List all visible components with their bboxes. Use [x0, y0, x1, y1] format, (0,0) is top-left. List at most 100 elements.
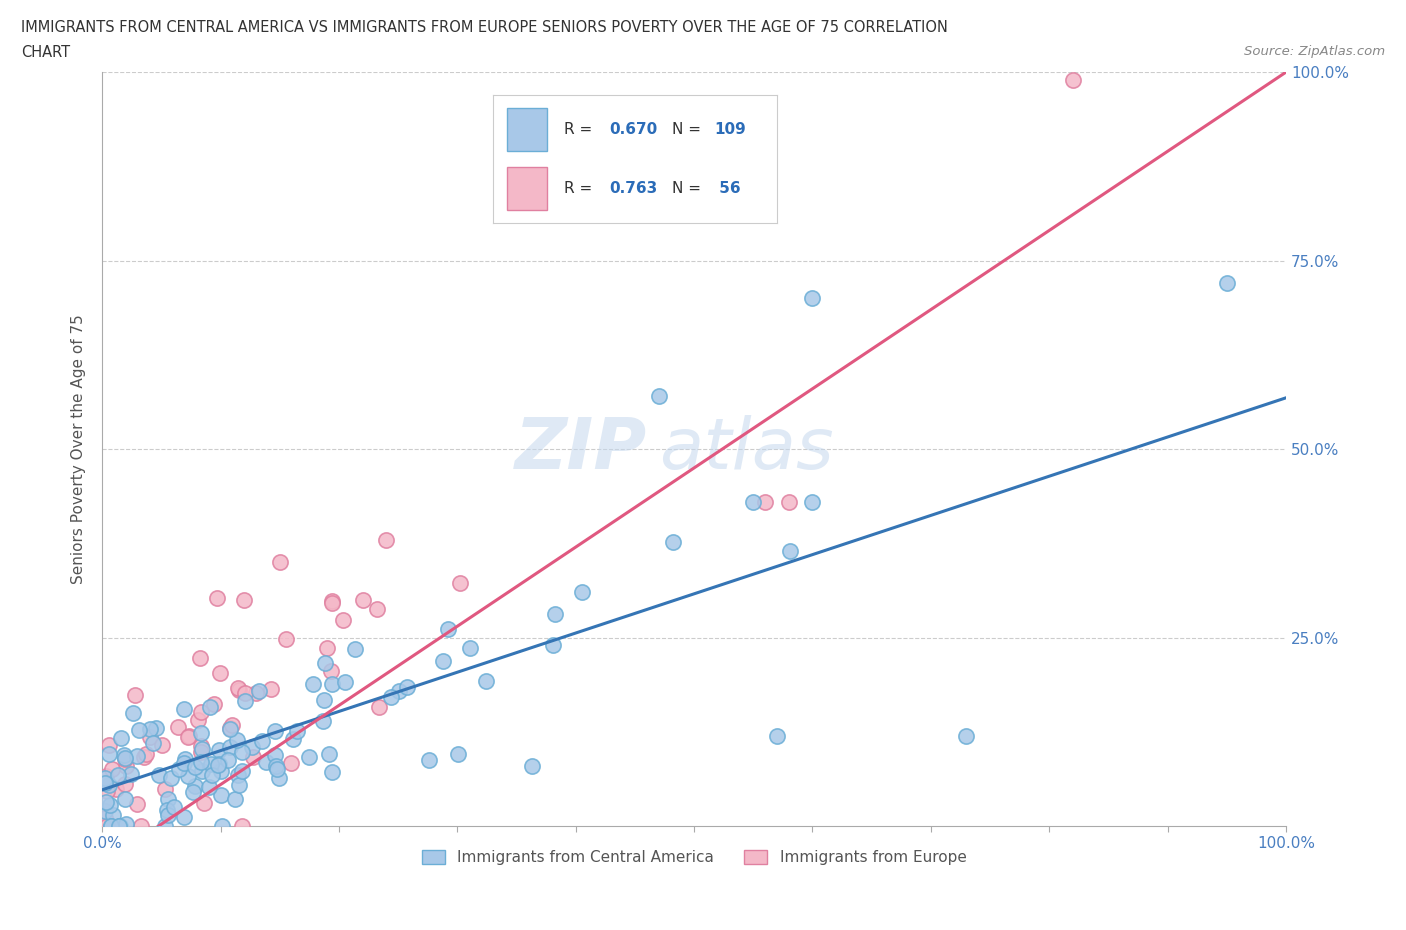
- Point: [98, 798, 121, 813]
- Point: [231, 818, 253, 833]
- Text: atlas: atlas: [658, 415, 834, 484]
- Point: [148, 767, 170, 782]
- Point: [380, 689, 402, 704]
- Point: [200, 757, 222, 772]
- Point: [269, 770, 291, 785]
- Point: [245, 685, 267, 700]
- Point: [177, 729, 200, 744]
- Point: [219, 722, 242, 737]
- Point: [333, 675, 356, 690]
- Point: [544, 606, 567, 621]
- Point: [231, 764, 253, 778]
- Point: [541, 637, 564, 652]
- Point: [127, 749, 149, 764]
- Point: [205, 591, 228, 605]
- Point: [375, 532, 398, 547]
- Point: [316, 641, 339, 656]
- Point: [139, 729, 162, 744]
- Point: [110, 818, 132, 833]
- Point: [211, 818, 233, 833]
- Point: [221, 718, 243, 733]
- Point: [115, 758, 138, 773]
- Point: [250, 734, 273, 749]
- Point: [754, 495, 776, 510]
- Point: [458, 640, 481, 655]
- Point: [228, 777, 250, 792]
- Point: [219, 740, 242, 755]
- Point: [176, 729, 198, 744]
- Text: CHART: CHART: [21, 45, 70, 60]
- Point: [94, 768, 117, 783]
- Point: [298, 750, 321, 764]
- Point: [447, 747, 470, 762]
- Point: [167, 762, 190, 777]
- Point: [190, 705, 212, 720]
- Point: [321, 676, 343, 691]
- Point: [208, 665, 231, 680]
- Point: [233, 694, 256, 709]
- Point: [269, 554, 291, 569]
- Point: [129, 818, 152, 833]
- Point: [662, 535, 685, 550]
- Point: [181, 784, 204, 799]
- Point: [231, 745, 253, 760]
- Point: [103, 807, 125, 822]
- Text: Source: ZipAtlas.com: Source: ZipAtlas.com: [1244, 45, 1385, 58]
- Point: [187, 712, 209, 727]
- Point: [388, 684, 411, 698]
- Point: [647, 389, 669, 404]
- Point: [321, 596, 343, 611]
- Point: [122, 706, 145, 721]
- Point: [264, 759, 287, 774]
- Point: [104, 782, 127, 797]
- Point: [93, 771, 115, 786]
- Point: [97, 746, 120, 761]
- Point: [211, 788, 233, 803]
- Point: [134, 747, 156, 762]
- Point: [139, 722, 162, 737]
- Y-axis label: Seniors Poverty Over the Age of 75: Seniors Poverty Over the Age of 75: [72, 314, 86, 584]
- Point: [449, 576, 471, 591]
- Point: [100, 818, 122, 833]
- Text: IMMIGRANTS FROM CENTRAL AMERICA VS IMMIGRANTS FROM EUROPE SENIORS POVERTY OVER T: IMMIGRANTS FROM CENTRAL AMERICA VS IMMIG…: [21, 20, 948, 35]
- Point: [395, 680, 418, 695]
- Point: [226, 681, 249, 696]
- Point: [801, 495, 824, 510]
- Point: [228, 683, 250, 698]
- Point: [132, 750, 155, 764]
- Legend: Immigrants from Central America, Immigrants from Europe: Immigrants from Central America, Immigra…: [416, 844, 973, 871]
- Point: [254, 754, 277, 769]
- Point: [742, 495, 765, 510]
- Point: [208, 756, 231, 771]
- Point: [110, 731, 132, 746]
- Point: [259, 681, 281, 696]
- Point: [114, 752, 136, 767]
- Point: [184, 760, 207, 775]
- Point: [224, 791, 246, 806]
- Text: ZIP: ZIP: [515, 415, 647, 484]
- Point: [318, 747, 340, 762]
- Point: [264, 724, 287, 738]
- Point: [127, 796, 149, 811]
- Point: [343, 641, 366, 656]
- Point: [188, 650, 211, 665]
- Point: [520, 758, 543, 773]
- Point: [266, 761, 288, 776]
- Point: [264, 747, 287, 762]
- Point: [128, 723, 150, 737]
- Point: [242, 750, 264, 764]
- Point: [218, 721, 240, 736]
- Point: [321, 593, 343, 608]
- Point: [94, 810, 117, 825]
- Point: [332, 613, 354, 628]
- Point: [240, 739, 263, 754]
- Point: [114, 777, 136, 791]
- Point: [209, 764, 232, 778]
- Point: [274, 631, 297, 646]
- Point: [312, 713, 335, 728]
- Point: [233, 685, 256, 700]
- Point: [100, 762, 122, 777]
- Point: [475, 674, 498, 689]
- Point: [93, 776, 115, 790]
- Point: [156, 807, 179, 822]
